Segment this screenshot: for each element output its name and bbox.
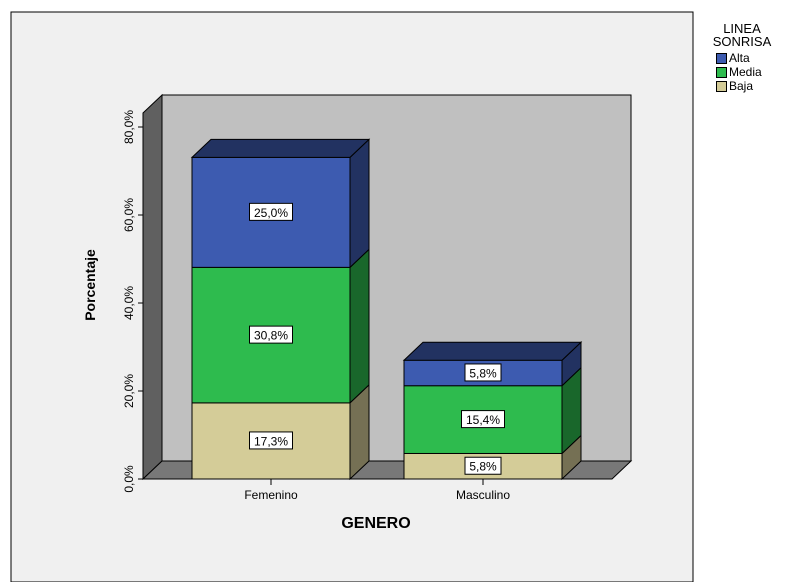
data-label: 15,4%	[466, 413, 500, 427]
y-axis-label: Porcentaje	[82, 249, 98, 321]
data-label-box	[249, 325, 293, 344]
legend-label-alta: Alta	[729, 51, 750, 65]
legend-title-line-1: LINEA	[723, 21, 761, 36]
data-label: 17,3%	[254, 434, 288, 448]
data-label-box	[464, 363, 502, 382]
y-tick-label: 80,0%	[122, 110, 136, 144]
y-axis: 0,0% 20,0% 40,0% 60,0% 80,0%	[122, 110, 144, 493]
data-label: 5,8%	[469, 460, 497, 474]
y-tick-label: 40,0%	[122, 286, 136, 320]
bar-side-media	[349, 248, 370, 405]
data-label: 25,0%	[254, 206, 288, 220]
bar-side-alta	[349, 138, 370, 269]
bar-group-masculino: 5,8% 15,4% 5,8%	[402, 341, 583, 481]
x-axis-label: GENERO	[341, 515, 410, 532]
data-label-box	[249, 431, 293, 450]
x-tick-label-masculino: Masculino	[456, 488, 510, 502]
legend-swatch-baja	[716, 80, 727, 92]
side-wall	[142, 93, 163, 481]
legend-label-media: Media	[729, 65, 762, 79]
legend-item-alta: Alta	[716, 51, 790, 65]
y-tick-label: 0,0%	[122, 465, 136, 493]
x-tick-label-femenino: Femenino	[244, 488, 298, 502]
y-tick-label: 60,0%	[122, 198, 136, 232]
legend-item-baja: Baja	[716, 79, 790, 93]
bar-group-femenino: 17,3% 30,8% 25,0%	[190, 138, 371, 481]
bar-top	[190, 138, 371, 158]
data-label: 30,8%	[254, 329, 288, 343]
x-axis: Femenino Masculino	[143, 478, 612, 502]
data-label-box	[249, 202, 293, 221]
legend: LINEA SONRISA Alta Media Baja	[694, 22, 790, 93]
legend-label-baja: Baja	[729, 79, 754, 93]
data-label-box	[464, 456, 502, 475]
data-label-box	[461, 410, 505, 429]
bars: 17,3% 30,8% 25,0% 5,8% 15,4% 5,8%	[190, 138, 583, 481]
legend-title-line-2: SONRISA	[712, 34, 772, 49]
legend-item-media: Media	[716, 65, 790, 79]
data-label: 5,8%	[469, 366, 497, 380]
y-tick-label: 20,0%	[122, 374, 136, 408]
legend-swatch-media	[716, 66, 727, 78]
bar-top	[402, 341, 583, 361]
legend-swatch-alta	[716, 52, 727, 64]
